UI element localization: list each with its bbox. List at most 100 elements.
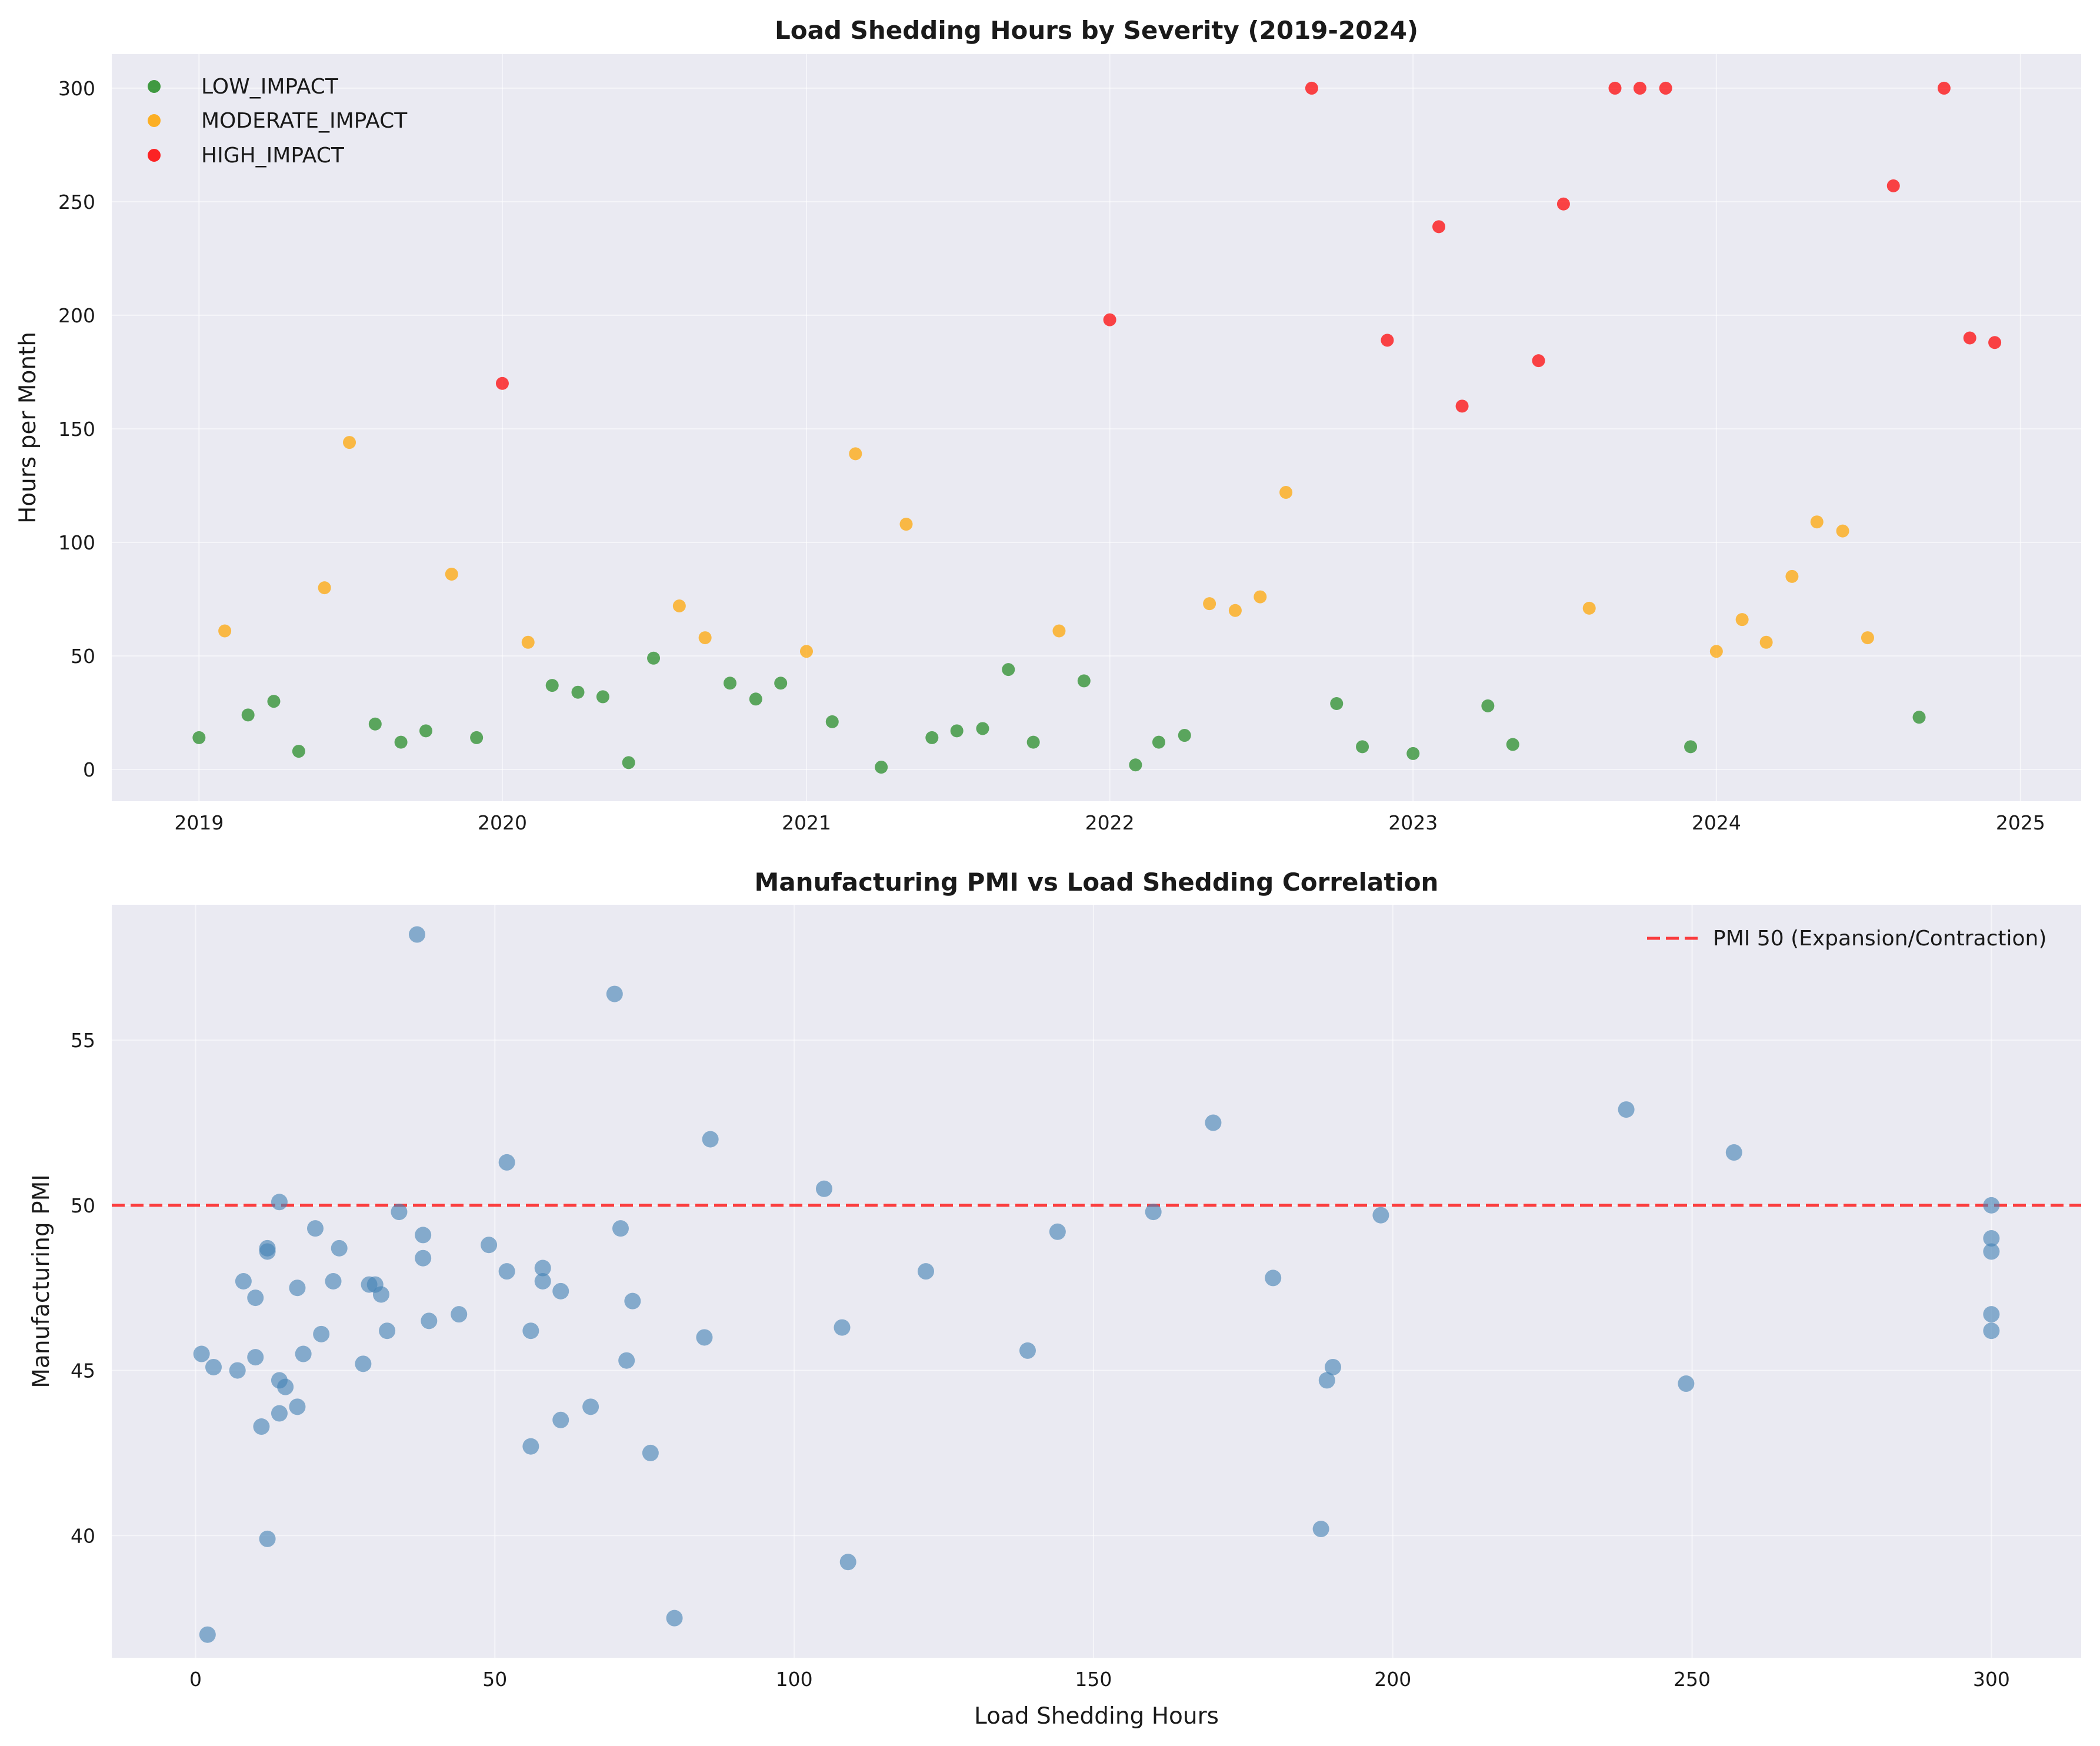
pmi-point xyxy=(815,1180,832,1197)
severity-x-ticks: 2019 2020 2021 2022 2023 2024 2025 xyxy=(174,811,2045,834)
severity-point-low-impact xyxy=(925,731,939,744)
severity-y-tick-label: 50 xyxy=(71,645,95,668)
severity-point-low-impact xyxy=(774,677,788,690)
pmi-point xyxy=(271,1405,288,1422)
pmi-point xyxy=(534,1259,551,1277)
pmi-point xyxy=(839,1554,856,1571)
pmi-point xyxy=(917,1263,934,1280)
severity-point-moderate-impact xyxy=(1810,515,1824,529)
pmi-y-tick-label: 45 xyxy=(71,1360,95,1382)
pmi-legend: PMI 50 (Expansion/Contraction) xyxy=(1647,927,2046,951)
severity-point-moderate-impact xyxy=(343,436,356,449)
pmi-point xyxy=(642,1444,659,1461)
pmi-x-tick-label: 200 xyxy=(1374,1668,1411,1691)
severity-point-high-impact xyxy=(1963,331,1976,345)
pmi-x-ticks: 0 50 100 150 200 250 300 xyxy=(189,1668,2010,1691)
severity-point-high-impact xyxy=(1659,81,1672,95)
legend-label-high: HIGH_IMPACT xyxy=(201,144,345,168)
pmi-x-tick-label: 150 xyxy=(1075,1668,1112,1691)
severity-point-moderate-impact xyxy=(799,645,813,658)
pmi-point xyxy=(193,1345,210,1362)
severity-point-low-impact xyxy=(1002,663,1015,677)
pmi-plot-area xyxy=(112,905,2081,1658)
pmi-point xyxy=(1205,1114,1222,1131)
severity-gridlines xyxy=(112,54,2081,801)
pmi-point xyxy=(1725,1144,1742,1161)
pmi-point xyxy=(306,1220,324,1237)
severity-plot-area xyxy=(112,54,2081,801)
severity-point-high-impact xyxy=(495,376,509,390)
severity-x-tick-label: 2022 xyxy=(1085,811,1135,834)
severity-point-low-impact xyxy=(470,731,484,744)
severity-point-low-impact xyxy=(749,692,762,706)
pmi-point xyxy=(205,1358,222,1375)
pmi-point xyxy=(522,1438,539,1455)
pmi-point xyxy=(498,1263,515,1280)
pmi-point xyxy=(1312,1521,1329,1538)
severity-point-low-impact xyxy=(1481,699,1495,712)
pmi-point xyxy=(229,1362,246,1379)
pmi-point xyxy=(313,1325,330,1342)
pmi-point xyxy=(1049,1223,1066,1240)
pmi-point xyxy=(1019,1342,1036,1359)
pmi-point xyxy=(451,1306,468,1323)
severity-point-moderate-impact xyxy=(698,631,712,645)
severity-point-moderate-impact xyxy=(1861,631,1874,645)
pmi-point xyxy=(247,1349,264,1366)
severity-y-tick-label: 250 xyxy=(58,191,95,214)
pmi-point xyxy=(1983,1230,2000,1247)
pmi-point xyxy=(199,1626,216,1643)
severity-point-low-impact xyxy=(1684,740,1698,754)
pmi-point xyxy=(1618,1101,1635,1118)
severity-y-tick-label: 100 xyxy=(58,531,95,554)
pmi-y-tick-label: 40 xyxy=(71,1524,95,1547)
pmi-point xyxy=(834,1319,851,1336)
severity-point-moderate-impact xyxy=(1203,597,1216,611)
pmi-point xyxy=(372,1286,389,1303)
severity-x-tick-label: 2023 xyxy=(1388,811,1438,834)
severity-point-low-impact xyxy=(1912,711,1926,724)
pmi-point xyxy=(481,1237,498,1254)
severity-point-moderate-impact xyxy=(218,624,232,638)
pmi-x-tick-label: 0 xyxy=(189,1668,202,1691)
severity-point-low-impact xyxy=(394,735,408,749)
pmi-point xyxy=(618,1352,635,1369)
severity-point-moderate-impact xyxy=(1279,486,1293,499)
severity-point-moderate-impact xyxy=(1228,604,1242,617)
pmi-point xyxy=(379,1322,396,1340)
severity-point-low-impact xyxy=(875,761,888,774)
severity-point-high-impact xyxy=(1988,336,2002,349)
pmi-point xyxy=(1983,1322,2000,1340)
pmi-y-ticks: 40 45 50 55 xyxy=(71,1029,95,1547)
severity-y-tick-label: 300 xyxy=(58,77,95,100)
severity-point-low-impact xyxy=(192,731,206,744)
pmi-point xyxy=(1318,1372,1335,1389)
pmi-point xyxy=(355,1355,372,1372)
severity-point-low-impact xyxy=(1152,735,1165,749)
pmi-point xyxy=(295,1345,312,1362)
severity-point-moderate-impact xyxy=(899,518,913,531)
severity-point-moderate-impact xyxy=(849,447,862,461)
severity-y-tick-label: 200 xyxy=(58,304,95,327)
severity-point-low-impact xyxy=(825,715,839,728)
pmi-point xyxy=(247,1289,264,1307)
severity-point-moderate-impact xyxy=(1759,635,1773,649)
severity-points xyxy=(192,81,2002,774)
pmi-point xyxy=(1983,1197,2000,1214)
severity-point-high-impact xyxy=(1455,399,1469,413)
pmi-point xyxy=(271,1194,288,1211)
severity-point-moderate-impact xyxy=(1254,590,1267,604)
pmi-point xyxy=(534,1273,551,1289)
pmi-point xyxy=(325,1273,342,1289)
severity-point-low-impact xyxy=(1026,735,1040,749)
severity-y-axis-label: Hours per Month xyxy=(15,332,41,524)
severity-point-moderate-impact xyxy=(1052,624,1066,638)
pmi-y-tick-label: 55 xyxy=(71,1029,95,1052)
severity-point-high-impact xyxy=(1556,197,1570,211)
severity-x-tick-label: 2025 xyxy=(1996,811,2045,834)
pmi-point xyxy=(624,1292,641,1310)
severity-point-moderate-impact xyxy=(1785,569,1799,583)
severity-point-low-impact xyxy=(950,724,964,738)
severity-point-low-impact xyxy=(1178,729,1191,742)
severity-legend: LOW_IMPACT MODERATE_IMPACT HIGH_IMPACT xyxy=(148,75,408,168)
